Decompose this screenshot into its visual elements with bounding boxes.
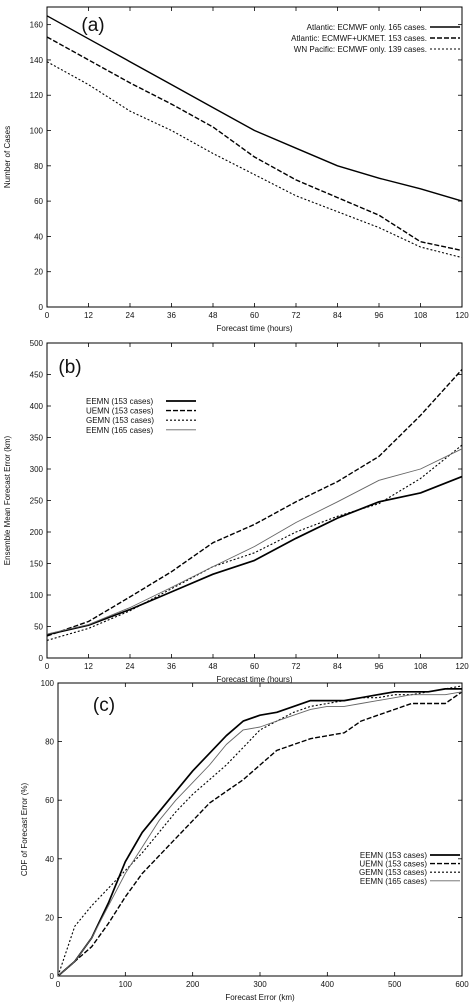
y-tick-label: 40 [45,855,54,864]
legend-label: EEMN (165 cases) [360,877,427,886]
x-tick-label: 72 [292,311,301,320]
x-tick-label: 48 [209,311,218,320]
legend-label: Atlantic: ECMWF only. 165 cases. [307,23,427,32]
x-tick-label: 60 [250,662,259,671]
legend-label: UEMN (153 cases) [359,860,427,869]
x-tick-label: 96 [375,311,384,320]
y-axis-label: CDF of Forecast Error (%) [20,782,29,876]
series-line [46,444,463,641]
legend-label: EEMN (165 cases) [86,426,153,435]
x-tick-label: 0 [45,311,50,320]
y-tick-label: 350 [30,434,44,443]
series-line [57,685,463,977]
y-tick-label: 140 [30,56,44,65]
y-tick-label: 300 [30,465,44,474]
legend-label: UEMN (153 cases) [86,407,154,416]
x-tick-label: 72 [292,662,301,671]
y-tick-label: 0 [39,654,44,663]
x-tick-label: 84 [333,311,342,320]
x-tick-label: 24 [126,311,135,320]
x-tick-label: 400 [321,980,335,989]
x-tick-label: 24 [126,662,135,671]
y-tick-label: 100 [41,679,55,688]
y-tick-label: 60 [34,197,43,206]
y-tick-label: 500 [30,339,44,348]
y-tick-label: 40 [34,232,43,241]
series-line [46,61,463,259]
y-axis-label: Ensemble Mean Forecast Error (km) [3,435,12,565]
legend-label: GEMN (153 cases) [359,868,427,877]
x-tick-label: 0 [56,980,61,989]
legend-label: Atlantic: ECMWF+UKMET. 153 cases. [291,34,427,43]
series-line [57,688,462,977]
plot-frame [46,342,463,659]
x-tick-label: 300 [253,980,267,989]
y-axis-label: Number of Cases [3,126,12,188]
legend: EEMN (153 cases)UEMN (153 cases)GEMN (15… [86,397,196,435]
y-tick-label: 400 [30,402,44,411]
y-tick-label: 80 [45,738,54,747]
x-axis-label: Forecast time (hours) [216,324,292,333]
x-tick-label: 0 [45,662,50,671]
x-tick-label: 60 [250,311,259,320]
legend: Atlantic: ECMWF only. 165 cases. Atlantic… [291,23,460,54]
x-axis-label: Forecast Error (km) [225,993,295,1002]
x-tick-label: 600 [455,980,469,989]
series-line [57,691,463,977]
y-tick-label: 100 [30,591,44,600]
series-line [46,36,463,252]
y-tick-label: 0 [50,972,55,981]
x-tick-label: 200 [186,980,200,989]
series-line [57,691,463,977]
x-tick-label: 108 [414,311,428,320]
x-tick-label: 96 [375,662,384,671]
panel-b: 0 12 24 36 48 60 72 84 96 108 120 0 50 100 150 200 250 30… [3,339,469,684]
series-line [46,15,463,202]
legend-label: EEMN (153 cases) [360,851,427,860]
x-tick-label: 36 [167,311,176,320]
x-tick-label: 48 [209,662,218,671]
legend-label: WN Pacific: ECMWF only. 139 cases. [294,45,427,54]
x-axis-label: Forecast time (hours) [216,675,292,684]
y-tick-label: 450 [30,371,44,380]
y-tick-label: 250 [30,497,44,506]
panel-a: 0 12 24 36 48 60 72 84 96 108 120 0 20 40 60 80 100 120 14… [3,6,469,333]
legend-label: GEMN (153 cases) [86,416,154,425]
panel-c: 0 100 200 300 400 500 600 0 20 40 60 80 100 Forecast … [20,679,469,1002]
x-tick-label: 108 [414,662,428,671]
x-tick-label: 12 [84,311,93,320]
panel-label: (b) [58,357,81,378]
x-tick-label: 84 [333,662,342,671]
x-tick-label: 120 [455,311,469,320]
y-tick-label: 200 [30,528,44,537]
x-tick-label: 100 [119,980,133,989]
y-tick-label: 20 [45,913,54,922]
y-tick-label: 160 [30,21,44,30]
y-tick-label: 100 [30,127,44,136]
x-tick-label: 12 [84,662,93,671]
y-tick-label: 80 [34,162,43,171]
y-tick-label: 0 [39,303,44,312]
x-tick-label: 500 [388,980,402,989]
y-tick-label: 50 [34,623,43,632]
y-tick-label: 60 [45,796,54,805]
series-line [46,448,463,635]
legend: EEMN (153 cases)UEMN (153 cases)GEMN (15… [359,851,460,886]
panel-label: (c) [93,695,115,716]
y-tick-label: 120 [30,91,44,100]
y-tick-label: 150 [30,560,44,569]
legend-label: EEMN (153 cases) [86,397,153,406]
x-tick-label: 120 [455,662,469,671]
panel-label: (a) [81,15,104,36]
series-line [46,475,463,636]
x-tick-label: 36 [167,662,176,671]
y-tick-label: 20 [34,268,43,277]
